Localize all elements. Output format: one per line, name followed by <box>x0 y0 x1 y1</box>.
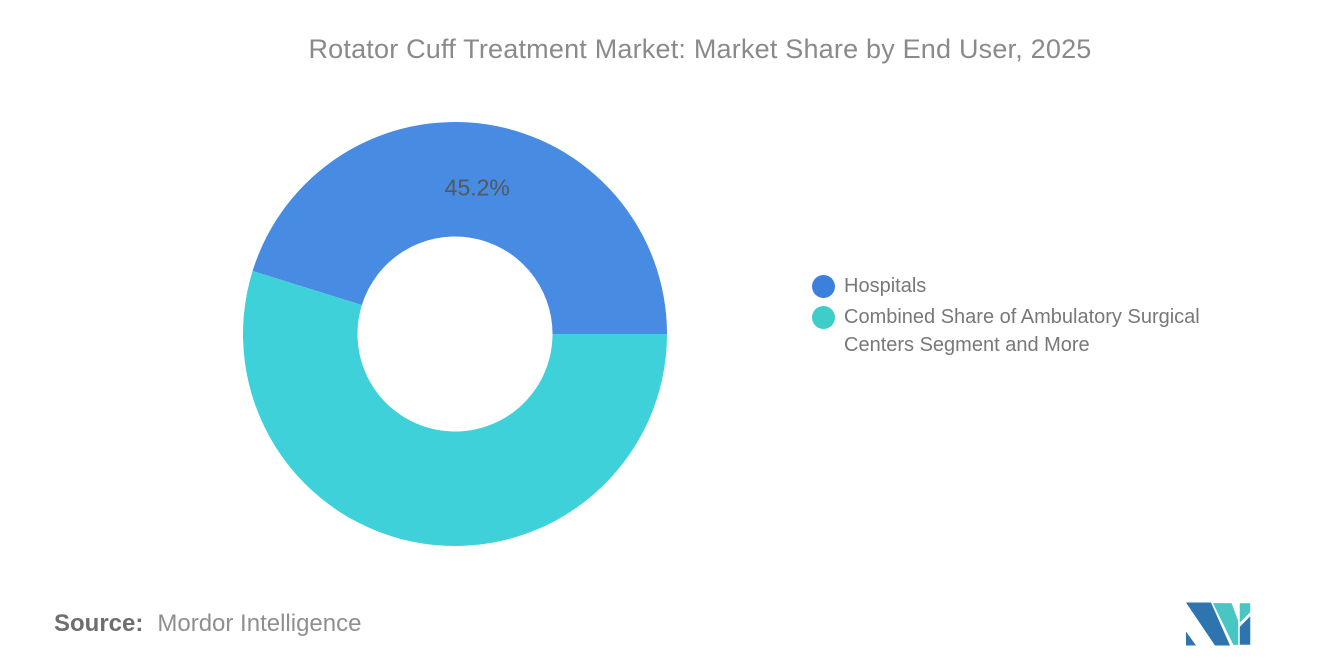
donut-chart: 45.2% <box>243 121 668 546</box>
logo-shape-right-top <box>1238 602 1251 627</box>
logo-shape-right-bottom <box>1238 613 1251 646</box>
legend-label-combined-share: Combined Share of Ambulatory Surgical Ce… <box>844 306 1200 356</box>
legend-marker-hospitals-icon <box>812 275 835 298</box>
legend-item-combined-share[interactable]: Combined Share of Ambulatory Surgical Ce… <box>812 303 1242 359</box>
source-value: Mordor Intelligence <box>157 610 362 637</box>
donut-slice-hospitals[interactable] <box>252 121 667 335</box>
source-label: Source: <box>54 610 144 637</box>
chart-title: Rotator Cuff Treatment Market: Market Sh… <box>308 34 1092 64</box>
legend-marker-combined-share-icon <box>812 306 835 329</box>
donut-slice-combined-share-of-ambulatory-surgical-ce[interactable] <box>243 271 668 546</box>
mordor-intelligence-logo <box>1186 602 1251 646</box>
legend: Hospitals Combined Share of Ambulatory S… <box>812 272 1242 359</box>
source-line: Source: Mordor Intelligence <box>54 610 361 638</box>
slice-data-label: 45.2% <box>445 174 510 200</box>
logo-shape-left-stroke <box>1186 602 1230 646</box>
legend-label-hospitals: Hospitals <box>844 275 927 297</box>
legend-item-hospitals[interactable]: Hospitals <box>812 272 1242 300</box>
logo-shape-bottom-left-triangle <box>1186 631 1196 646</box>
